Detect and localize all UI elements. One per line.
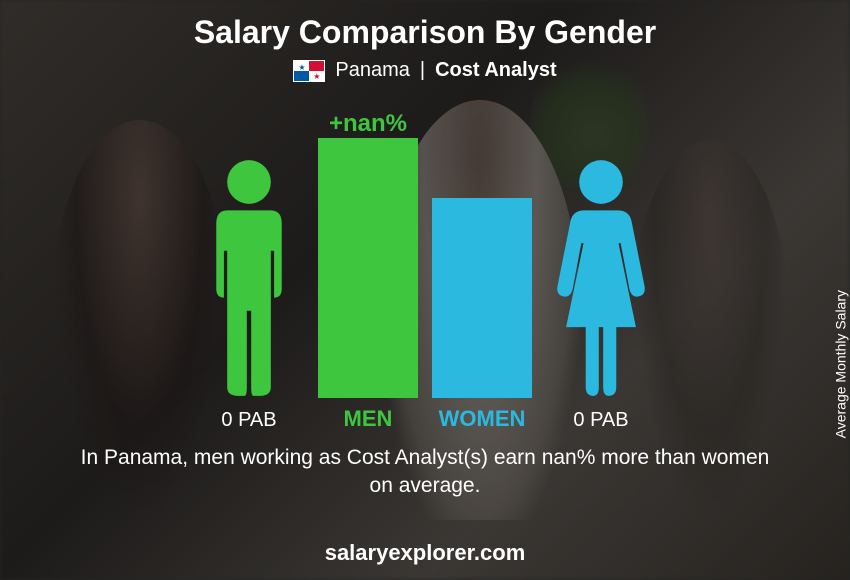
subtitle-row: ★★ Panama | Cost Analyst [293, 59, 556, 82]
footer-site: salaryexplorer.com [0, 540, 850, 566]
women-bar-label: WOMEN [432, 406, 532, 432]
male-icon-wrap: 0 PAB [194, 158, 304, 398]
female-salary-label: 0 PAB [546, 409, 656, 432]
job-title-label: Cost Analyst [435, 59, 557, 82]
panama-flag-icon: ★★ [293, 60, 325, 82]
female-person-icon [546, 158, 656, 398]
content-container: Salary Comparison By Gender ★★ Panama | … [0, 0, 850, 580]
country-label: Panama [335, 59, 410, 82]
page-title: Salary Comparison By Gender [194, 14, 656, 51]
male-person-icon [194, 158, 304, 398]
women-bar: WOMEN [432, 198, 532, 398]
yaxis-label: Average Monthly Salary [832, 290, 848, 438]
men-bar-label: MEN [318, 406, 418, 432]
separator: | [420, 59, 425, 82]
description-text: In Panama, men working as Cost Analyst(s… [75, 444, 775, 501]
yaxis-wrap: Average Monthly Salary [820, 0, 850, 580]
women-bar-rect [432, 198, 532, 398]
men-bar: +nan% MEN [318, 138, 418, 398]
men-bar-rect [318, 138, 418, 398]
male-salary-label: 0 PAB [194, 409, 304, 432]
female-icon-wrap: 0 PAB [546, 158, 656, 398]
chart-area: 0 PAB +nan% MEN WOMEN 0 PAB [194, 88, 656, 398]
difference-label: +nan% [318, 110, 418, 138]
